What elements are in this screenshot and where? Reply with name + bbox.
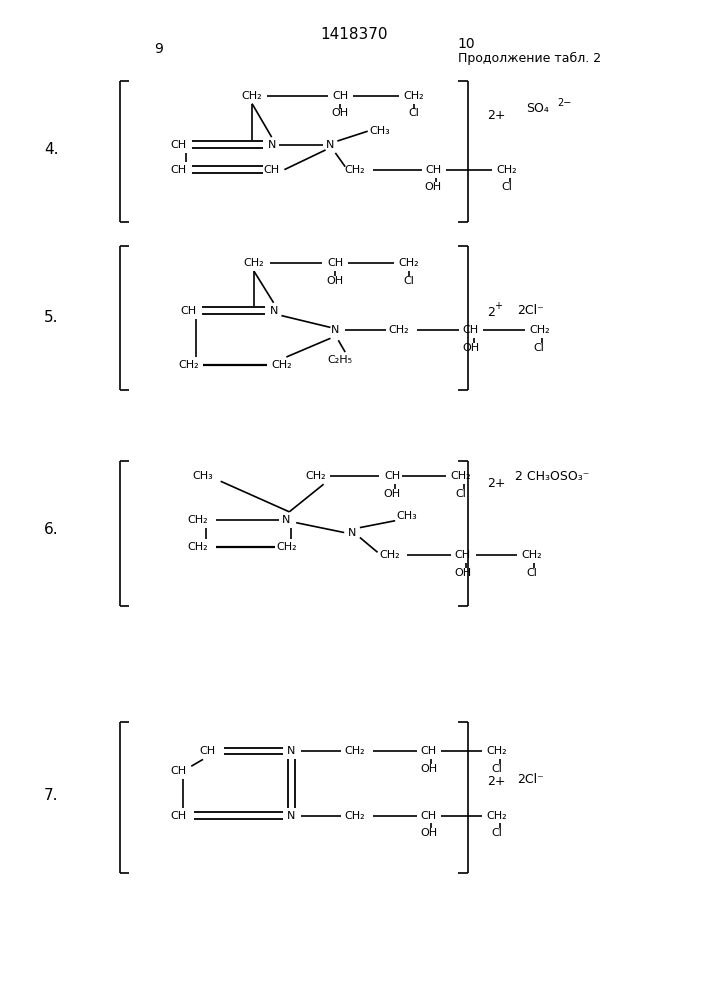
Text: 2+: 2+ [487, 477, 506, 490]
Text: Cl: Cl [534, 343, 544, 353]
Text: CH₂: CH₂ [344, 811, 366, 821]
Text: OH: OH [384, 489, 401, 499]
Text: CH₂: CH₂ [379, 550, 399, 560]
Text: 5.: 5. [45, 310, 59, 325]
Text: Cl: Cl [409, 108, 419, 118]
Text: CH₂: CH₂ [529, 325, 549, 335]
Text: CH₂: CH₂ [496, 165, 518, 175]
Text: N: N [267, 140, 276, 150]
Text: CH: CH [180, 306, 197, 316]
Text: CH: CH [170, 165, 187, 175]
Text: CH₂: CH₂ [276, 542, 297, 552]
Text: 2−: 2− [557, 98, 571, 108]
Text: CH₂: CH₂ [389, 325, 409, 335]
Text: Cl: Cl [491, 828, 503, 838]
Text: N: N [331, 325, 339, 335]
Text: 2+: 2+ [487, 775, 506, 788]
Text: CH₂: CH₂ [188, 515, 209, 525]
Text: CH₂: CH₂ [450, 471, 471, 481]
Text: CH₂: CH₂ [487, 746, 508, 756]
Text: CH₃: CH₃ [192, 471, 214, 481]
Text: Cl: Cl [491, 764, 503, 774]
Text: CH₂: CH₂ [244, 258, 264, 268]
Text: CH₂: CH₂ [242, 91, 262, 101]
Text: 2 CH₃OSO₃⁻: 2 CH₃OSO₃⁻ [515, 470, 589, 483]
Text: 7.: 7. [45, 788, 59, 803]
Text: OH: OH [327, 276, 344, 286]
Text: CH₂: CH₂ [487, 811, 508, 821]
Text: CH: CH [170, 140, 187, 150]
Text: CH₃: CH₃ [397, 511, 417, 521]
Text: CH: CH [455, 550, 471, 560]
Text: N: N [287, 746, 296, 756]
Text: SO₄: SO₄ [527, 102, 549, 115]
Text: CH: CH [426, 165, 441, 175]
Text: N: N [348, 528, 356, 538]
Text: CH: CH [462, 325, 479, 335]
Text: OH: OH [425, 182, 442, 192]
Text: 2: 2 [487, 306, 495, 319]
Text: CH₂: CH₂ [178, 360, 199, 370]
Text: OH: OH [420, 828, 437, 838]
Text: CH: CH [421, 746, 436, 756]
Text: Cl: Cl [404, 276, 414, 286]
Text: 10: 10 [458, 37, 476, 51]
Text: OH: OH [420, 764, 437, 774]
Text: Cl: Cl [455, 489, 467, 499]
Text: 2Cl⁻: 2Cl⁻ [517, 773, 544, 786]
Text: 2+: 2+ [487, 109, 506, 122]
Text: 6.: 6. [45, 522, 59, 537]
Text: CH₂: CH₂ [399, 258, 419, 268]
Text: Cl: Cl [501, 182, 513, 192]
Text: CH: CH [327, 258, 344, 268]
Text: CH₂: CH₂ [271, 360, 292, 370]
Text: CH₂: CH₂ [305, 471, 326, 481]
Text: Продолжение табл. 2: Продолжение табл. 2 [458, 52, 601, 65]
Text: 2Cl⁻: 2Cl⁻ [517, 304, 544, 317]
Text: N: N [326, 140, 334, 150]
Text: CH₂: CH₂ [404, 91, 424, 101]
Text: CH₂: CH₂ [188, 542, 209, 552]
Text: CH₂: CH₂ [344, 165, 366, 175]
Text: CH: CH [421, 811, 436, 821]
Text: OH: OH [332, 108, 349, 118]
Text: C₂H₅: C₂H₅ [328, 355, 353, 365]
Text: CH₂: CH₂ [344, 746, 366, 756]
Text: CH₂: CH₂ [521, 550, 542, 560]
Text: CH: CH [170, 811, 187, 821]
Text: N: N [269, 306, 278, 316]
Text: Cl: Cl [526, 568, 537, 578]
Text: CH: CH [200, 746, 216, 756]
Text: 4.: 4. [45, 142, 59, 157]
Text: OH: OH [454, 568, 472, 578]
Text: CH: CH [384, 471, 400, 481]
Text: +: + [494, 301, 502, 311]
Text: 1418370: 1418370 [320, 27, 387, 42]
Text: OH: OH [462, 343, 479, 353]
Text: CH₃: CH₃ [369, 126, 390, 136]
Text: 9: 9 [154, 42, 163, 56]
Text: N: N [282, 515, 291, 525]
Text: CH: CH [264, 165, 280, 175]
Text: N: N [287, 811, 296, 821]
Text: CH: CH [332, 91, 349, 101]
Text: CH: CH [170, 766, 187, 776]
